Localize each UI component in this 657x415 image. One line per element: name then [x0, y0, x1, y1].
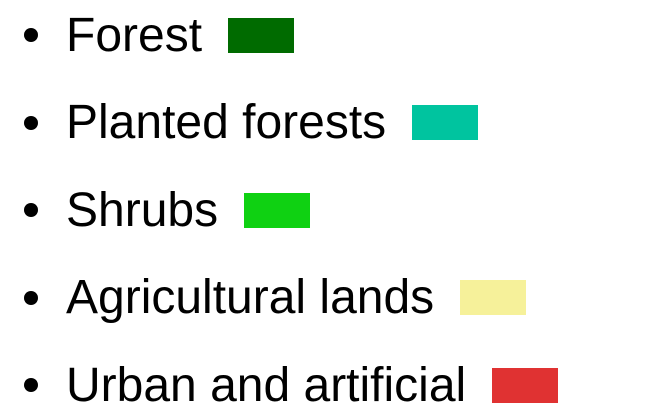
legend-item: Planted forests [0, 93, 479, 153]
color-swatch [244, 192, 311, 228]
item-label: Urban and artificial [66, 358, 467, 412]
item-label: Planted forests [66, 96, 387, 149]
item-label: Agricultural lands [66, 271, 435, 324]
color-swatch [228, 17, 295, 53]
color-swatch [492, 367, 559, 403]
item-label: Shrubs [66, 183, 219, 237]
bullet [24, 290, 38, 305]
legend-item: Agricultural lands [0, 268, 527, 328]
legend-item: Forest [0, 5, 295, 65]
bullet [24, 28, 38, 42]
bullet [24, 115, 38, 130]
item-label: Forest [66, 8, 203, 62]
bullet [24, 203, 38, 217]
bullet [24, 378, 38, 392]
legend-item: Urban and artificial [0, 355, 559, 415]
color-swatch [460, 280, 527, 315]
legend-item: Shrubs [0, 180, 311, 240]
color-swatch [412, 105, 479, 140]
